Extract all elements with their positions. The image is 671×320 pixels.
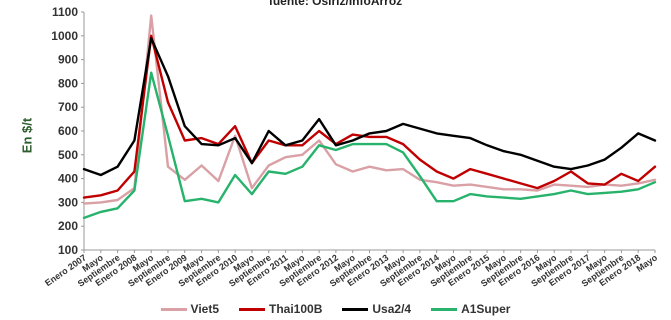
y-axis-label: En $/t [19,117,35,154]
y-tick-label: 200 [58,219,78,233]
legend-label-usa24: Usa2/4 [372,302,412,316]
chart-source-title: fuente: Osiriz/InfoArroz [268,0,403,8]
legend: Viet5 Thai100B Usa2/4 A1Super [0,302,671,316]
y-tick-label: 1100 [52,5,78,19]
y-tick-label: 500 [58,148,78,162]
series-line-a1super [82,71,657,220]
y-tick-label: 100 [58,243,78,257]
y-tick-label: 400 [58,172,78,186]
legend-item-thai100b: Thai100B [239,302,322,316]
legend-label-thai100b: Thai100B [269,302,323,316]
legend-label-viet5: Viet5 [190,302,220,316]
y-tick-label: 700 [58,100,78,114]
legend-item-usa24: Usa2/4 [342,302,411,316]
y-tick-label: 600 [58,124,78,138]
series-line-usa2-4 [82,37,657,177]
series-line-thai100b [82,34,657,199]
legend-item-a1super: A1Super [431,302,510,316]
y-tick-label: 900 [58,53,78,67]
y-tick-label: 300 [58,195,78,209]
legend-label-a1super: A1Super [461,302,511,316]
y-tick-label: 800 [58,76,78,90]
legend-swatch-viet5 [160,307,187,311]
legend-swatch-usa24 [342,307,369,311]
series-lines [82,14,657,220]
y-tick-label: 1000 [51,29,78,43]
axes: 10020030040050060070080090010001100Enero… [43,5,659,289]
legend-swatch-thai100b [239,307,266,311]
series-line-viet5 [82,14,657,205]
legend-swatch-a1super [431,307,458,311]
legend-item-viet5: Viet5 [160,302,220,316]
